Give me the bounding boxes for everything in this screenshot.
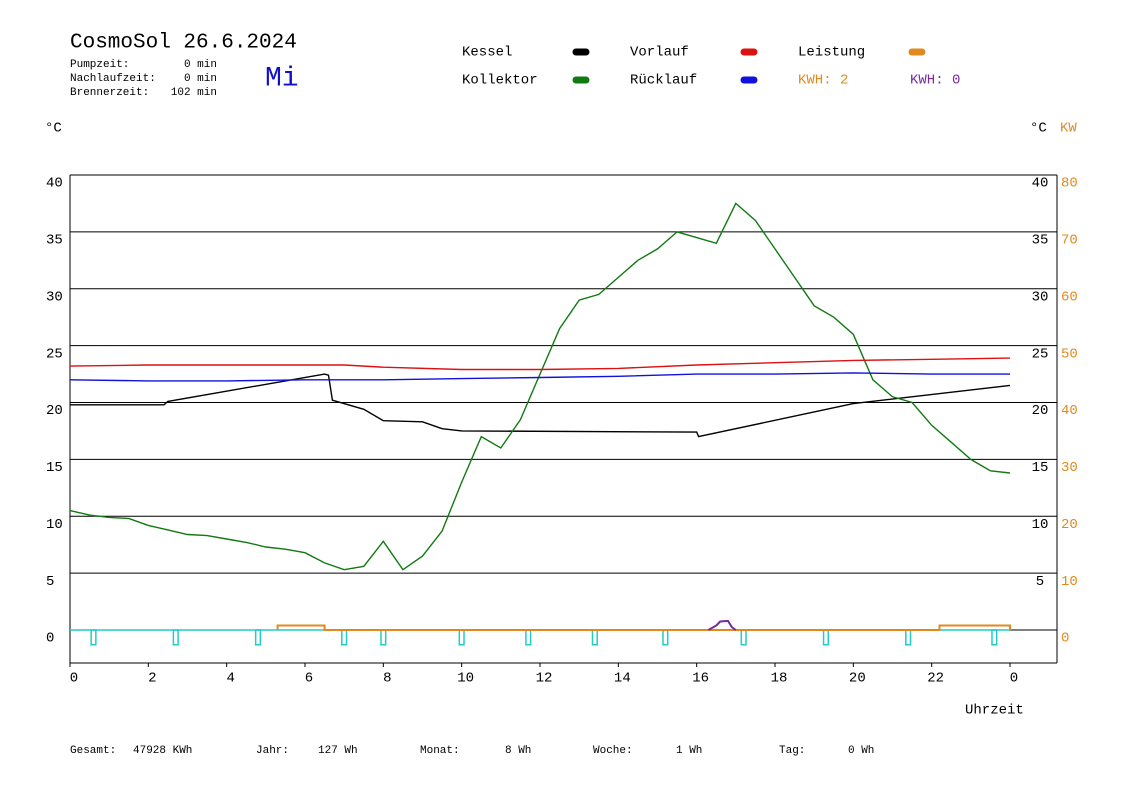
footer-value: 47928 KWh	[133, 745, 192, 757]
x-tick-label: 0	[70, 671, 78, 687]
y-right-tick-label: 15	[1032, 460, 1049, 476]
footer-label: Monat:	[420, 745, 460, 757]
footer-value: 1 Wh	[676, 745, 702, 757]
y2-tick-label: 40	[1061, 403, 1078, 419]
y-tick-label: 35	[46, 233, 63, 249]
pulse	[662, 629, 669, 646]
y2-tick-label: 50	[1061, 346, 1078, 362]
x-tick-label: 6	[305, 671, 313, 687]
x-tick-label: 18	[771, 671, 788, 687]
stat-value: 0 min	[184, 59, 217, 71]
legend-label: Kessel	[462, 45, 512, 61]
x-tick-label: 12	[536, 671, 553, 687]
kwh-label: KWH: 2	[798, 73, 848, 89]
y-tick-label: 20	[46, 403, 63, 419]
footer-label: Gesamt:	[70, 745, 116, 757]
footer-label: Woche:	[593, 745, 633, 757]
stat-label: Nachlaufzeit:	[70, 73, 156, 85]
y-right-tick-label: 25	[1032, 346, 1049, 362]
y-tick-label: 5	[46, 574, 54, 590]
stat-value: 0 min	[184, 73, 217, 85]
footer-value: 8 Wh	[505, 745, 531, 757]
series-line	[276, 624, 1011, 631]
y2-tick-label: 60	[1061, 289, 1078, 305]
pulse	[254, 629, 262, 646]
legend-label: Rücklauf	[630, 73, 697, 89]
pulse	[341, 629, 348, 646]
y2-tick-label: 80	[1061, 176, 1078, 192]
y-right-tick-label: 40	[1032, 176, 1049, 192]
chart-title: CosmoSol 26.6.2024	[70, 32, 297, 55]
footer-value: 0 Wh	[848, 745, 874, 757]
y2-tick-label: 10	[1061, 574, 1078, 590]
y-right-tick-label: 35	[1032, 233, 1049, 249]
y-right-tick-label: 10	[1032, 517, 1049, 533]
y-tick-label: 10	[46, 517, 63, 533]
kwh-label: KWH: 0	[910, 73, 960, 89]
y-tick-label: 30	[46, 289, 63, 305]
pulse	[591, 629, 598, 646]
x-tick-label: 10	[457, 671, 474, 687]
y-tick-label: 15	[46, 460, 63, 476]
legend-label: Leistung	[798, 45, 865, 61]
y-tick-label: 40	[46, 176, 63, 192]
stat-label: Pumpzeit:	[70, 59, 129, 71]
y2-unit: KW	[1060, 121, 1077, 137]
x-tick-label: 0	[1010, 671, 1018, 687]
pulse	[822, 629, 830, 646]
x-tick-label: 8	[383, 671, 391, 687]
pulse	[380, 629, 387, 646]
y-right-tick-label: 5	[1036, 574, 1044, 590]
day-label: Mi	[265, 63, 299, 94]
y2-tick-label: 70	[1061, 233, 1078, 249]
x-tick-label: 16	[692, 671, 709, 687]
y2-tick-label: 30	[1061, 460, 1078, 476]
y2-tick-label: 0	[1061, 631, 1069, 647]
legend-label: Kollektor	[462, 73, 538, 89]
stat-value: 102 min	[171, 87, 217, 99]
series-line	[69, 372, 1010, 382]
series-line	[69, 357, 1011, 371]
x-axis-label: Uhrzeit	[965, 703, 1024, 719]
footer-label: Tag:	[779, 745, 805, 757]
x-tick-label: 14	[614, 671, 631, 687]
x-tick-label: 4	[226, 671, 234, 687]
series-line	[707, 619, 737, 631]
y-tick-label: 25	[46, 346, 63, 362]
y-tick-label: 0	[46, 631, 54, 647]
stat-label: Brennerzeit:	[70, 87, 149, 99]
pulse	[905, 629, 912, 646]
pulse	[90, 629, 97, 646]
series-line	[69, 202, 1011, 571]
pulse	[525, 629, 532, 646]
footer-label: Jahr:	[256, 745, 289, 757]
series-line	[70, 373, 1011, 438]
y-right-unit: °C	[1030, 121, 1047, 137]
y-right-tick-label: 30	[1032, 289, 1049, 305]
y-unit: °C	[45, 121, 62, 137]
y2-tick-label: 20	[1061, 517, 1078, 533]
pulse	[740, 629, 747, 646]
pulse	[458, 629, 465, 646]
legend-label: Vorlauf	[630, 45, 689, 61]
pulse	[991, 629, 998, 646]
x-tick-label: 22	[927, 671, 944, 687]
y-right-tick-label: 20	[1032, 403, 1049, 419]
x-tick-label: 2	[148, 671, 156, 687]
x-tick-label: 20	[849, 671, 866, 687]
footer-value: 127 Wh	[318, 745, 358, 757]
pulse	[172, 629, 179, 646]
